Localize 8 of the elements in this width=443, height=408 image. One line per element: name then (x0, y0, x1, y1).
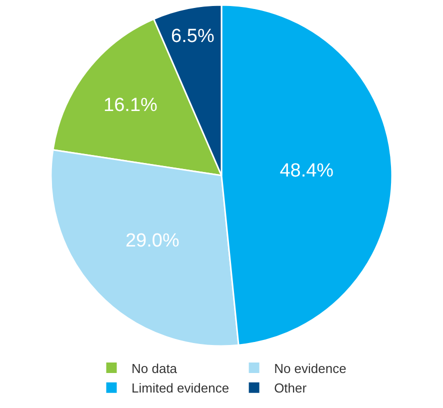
data-label: 48.4% (280, 160, 334, 182)
legend-label: No evidence (274, 360, 346, 376)
legend-label: Limited evidence (132, 380, 230, 396)
data-label: 29.0% (125, 230, 180, 252)
legend-label: No data (132, 360, 178, 376)
legend-label: Other (274, 380, 308, 396)
data-label: 6.5% (171, 26, 214, 48)
data-label: 16.1% (104, 94, 158, 116)
